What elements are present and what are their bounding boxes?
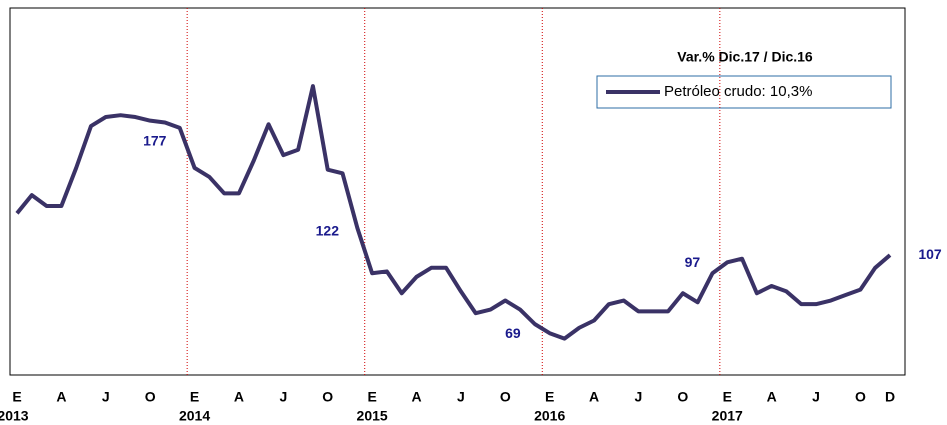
x-tick-label: E <box>545 389 554 405</box>
x-tick-label: J <box>457 389 465 405</box>
x-tick-label: O <box>677 389 688 405</box>
x-tick-label: E <box>367 389 376 405</box>
legend-label: Petróleo crudo: 10,3% <box>664 83 812 100</box>
x-tick-label: O <box>500 389 511 405</box>
x-tick-label: J <box>635 389 643 405</box>
series-line <box>15 84 892 341</box>
data-label: 107 <box>918 246 942 262</box>
year-label: 2013 <box>0 408 29 424</box>
year-label: 2015 <box>357 408 388 424</box>
x-tick-label: A <box>234 389 244 405</box>
x-tick-label: A <box>411 389 421 405</box>
x-tick-label: D <box>885 389 895 405</box>
x-tick-label: A <box>767 389 777 405</box>
x-tick-label: E <box>723 389 732 405</box>
x-tick-label: E <box>12 389 21 405</box>
x-tick-label: O <box>855 389 866 405</box>
x-tick-label: O <box>145 389 156 405</box>
year-label: 2017 <box>712 408 743 424</box>
data-label: 177 <box>143 133 167 149</box>
plot-frame <box>9 7 906 376</box>
year-label: 2016 <box>534 408 565 424</box>
x-tick-label: J <box>102 389 110 405</box>
data-label: 69 <box>505 325 521 341</box>
x-tick-label: A <box>56 389 66 405</box>
x-tick-label: E <box>190 389 199 405</box>
legend-title: Var.% Dic.17 / Dic.16 <box>677 49 813 65</box>
data-label: 122 <box>316 223 340 239</box>
year-label: 2014 <box>179 408 210 424</box>
x-tick-label: J <box>279 389 287 405</box>
x-tick-label: J <box>812 389 820 405</box>
x-tick-label: A <box>589 389 599 405</box>
x-tick-label: O <box>322 389 333 405</box>
data-label: 97 <box>685 254 701 270</box>
